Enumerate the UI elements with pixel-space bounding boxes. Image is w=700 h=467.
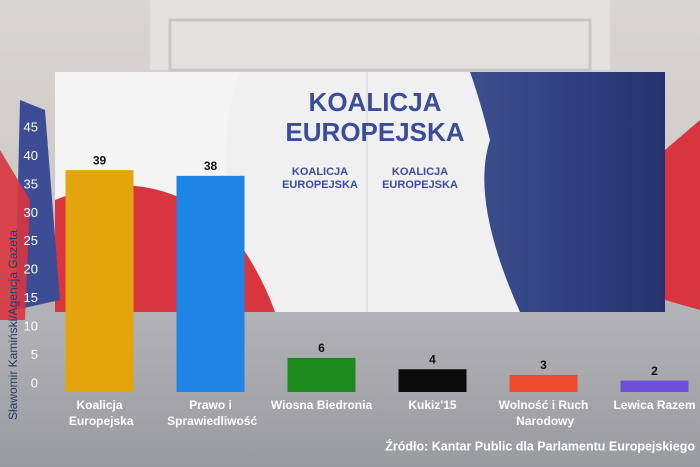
backdrop-line: KOALICJA [292,166,348,178]
y-tick-label: 25 [24,233,38,248]
y-tick-label: 40 [24,148,38,163]
value-label: 38 [204,159,218,173]
source-note: Źródło: Kantar Public dla Parlamentu Eur… [385,438,695,453]
bar [509,374,578,392]
bar [176,175,245,392]
value-label: 6 [318,341,325,355]
bar [620,380,689,392]
y-tick-label: 20 [24,262,38,277]
backdrop-line: EUROPEJSKA [382,179,458,191]
x-tick-label: Wolność i Ruch Narodowy [499,398,589,428]
x-tick-label: Wiosna Biedronia [271,398,373,412]
x-tick-label: Kukiz'15 [408,398,457,412]
backdrop-line: KOALICJA [392,166,448,178]
y-tick-label: 45 [24,119,38,134]
backdrop-line: EUROPEJSKA [282,179,358,191]
y-tick-label: 5 [31,347,38,362]
value-label: 39 [93,153,107,167]
x-tick-label: Koalicja Europejska [65,398,133,428]
value-label: 3 [540,358,547,372]
bar [65,170,134,392]
value-label: 4 [429,352,436,366]
y-tick-label: 15 [24,290,38,305]
bar [287,357,356,392]
x-tick-label: Lewica Razem [613,398,695,412]
bar [398,369,467,392]
y-tick-label: 35 [24,176,38,191]
value-label: 2 [651,364,658,378]
backdrop-line: EUROPEJSKA [285,117,464,147]
plot: 0 5 10 15 20 25 30 35 40 45 39 Koalicja Europejska 3… [24,119,696,428]
photo-credit: Sławomir Kamiński/Agencja Gazeta [6,230,20,420]
x-tick-label: Prawo i Sprawiedliwość [164,398,258,428]
y-tick-label: 30 [24,205,38,220]
backdrop-line: KOALICJA [309,87,442,117]
y-tick-label: 10 [24,319,38,334]
y-tick-label: 0 [31,375,38,390]
